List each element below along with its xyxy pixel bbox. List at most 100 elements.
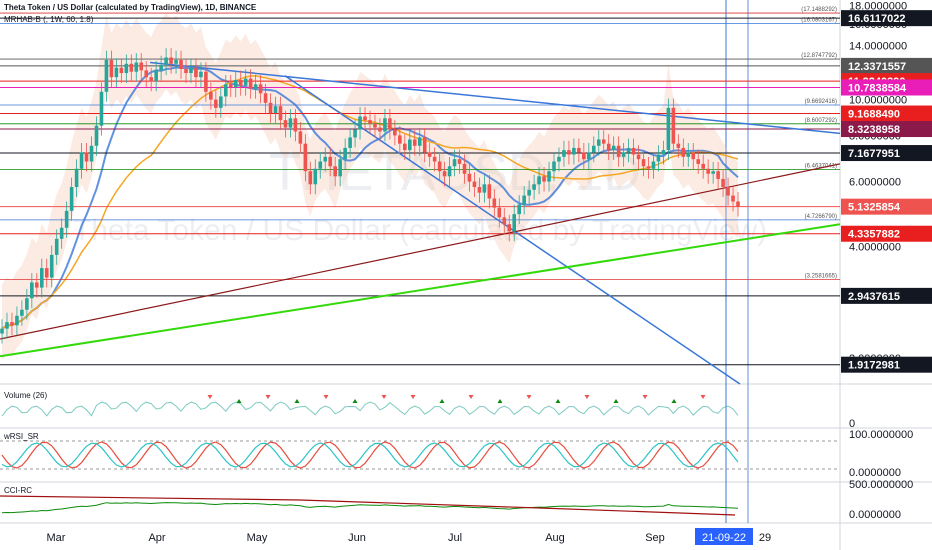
candle-body	[472, 181, 477, 188]
volume-signal-marker	[236, 399, 242, 403]
candle-body	[577, 147, 581, 153]
candle-body	[20, 309, 24, 316]
candle-body	[666, 107, 671, 151]
candle-body	[74, 168, 79, 188]
price-level-tag-text: 1.9172981	[848, 360, 900, 372]
candle-body	[204, 71, 208, 92]
candle-body	[388, 118, 392, 130]
candle-body	[517, 204, 521, 215]
candle-body	[462, 163, 467, 174]
candle-body	[223, 84, 228, 97]
candle-body	[422, 137, 427, 153]
wrsi-signal-line	[1, 442, 739, 468]
candle-body	[621, 152, 626, 157]
price-level-tag-text: 4.3357882	[848, 229, 900, 241]
candle-body	[139, 62, 144, 71]
candle-body	[432, 156, 437, 162]
candle-body	[144, 70, 149, 78]
candle-body	[646, 166, 651, 169]
crosshair-date-text: 21-09-22	[702, 532, 746, 544]
price-tick-label: 10.0000000	[849, 95, 907, 107]
candle-body	[35, 282, 39, 288]
candle-body	[5, 322, 9, 329]
candle-body	[0, 328, 4, 334]
price-level-tag	[841, 79, 932, 96]
price-level-tag	[841, 121, 932, 138]
candle-body	[373, 123, 377, 128]
candle-body	[338, 159, 342, 177]
candle-body	[417, 137, 422, 146]
candle-body	[189, 67, 193, 74]
candle-body	[30, 282, 34, 299]
price-level-tag-text: 7.1677951	[848, 148, 900, 160]
month-tick-label: Jun	[348, 532, 366, 544]
candle-body	[686, 152, 691, 157]
cci-slow-line	[0, 495, 736, 516]
candle-body	[477, 187, 482, 193]
ascending-support-green	[0, 223, 841, 358]
candle-body	[696, 159, 701, 164]
price-axis[interactable]: 18.000000016.000000014.000000012.0000000…	[841, 0, 932, 521]
candle-body	[253, 84, 258, 89]
price-level-tag	[841, 57, 932, 74]
candle-body	[154, 70, 158, 82]
candle-body	[701, 163, 705, 169]
candle-body	[308, 171, 313, 185]
candle-body	[482, 184, 487, 193]
candle-body	[447, 166, 452, 177]
candle-body	[626, 147, 631, 153]
volume-signal-marker	[265, 395, 271, 399]
price-tick-label: 14.0000000	[849, 41, 907, 53]
mrhab-cloud-band	[2, 12, 738, 361]
price-level-tag-text: 12.3371557	[848, 61, 906, 73]
candle-body	[442, 171, 447, 177]
price-tick-label: 4.0000000	[849, 242, 901, 254]
candle-body	[283, 120, 288, 128]
candle-body	[631, 147, 636, 155]
month-tick-label: Aug	[545, 532, 565, 544]
candle-body	[437, 161, 442, 172]
candle-body	[10, 322, 14, 326]
descending-trendline-upper	[149, 61, 841, 135]
volume-signal-marker	[439, 399, 445, 403]
wrsi-panel-label: wRSI_SR	[4, 432, 39, 441]
candle-body	[412, 139, 417, 146]
candle-body	[323, 156, 328, 162]
volume-signal-marker	[381, 395, 387, 399]
candle-body	[651, 161, 656, 169]
time-axis[interactable]: Mar Apr May Jun Jul Aug Sep 21-09-22 29	[47, 528, 772, 545]
candle-body	[238, 79, 243, 86]
candle-body	[641, 159, 646, 167]
candle-body	[611, 145, 616, 151]
month-tick-label: Mar	[47, 532, 66, 544]
price-level-tag	[841, 145, 932, 162]
candle-body	[288, 118, 293, 128]
volume-signal-marker	[323, 395, 329, 399]
candle-body	[547, 171, 551, 182]
candle-body	[278, 106, 283, 121]
candle-body	[512, 214, 517, 232]
price-level-tag-text: 9.1688490	[848, 109, 900, 121]
candle-body	[99, 91, 104, 126]
volume-panel-label: Volume (26)	[4, 391, 48, 400]
price-level-note: (17.1488292)	[801, 7, 837, 13]
candle-body	[681, 147, 686, 157]
cci-tick-label: 500.0000000	[849, 479, 913, 491]
candle-body	[303, 143, 308, 172]
price-level-tag-text: 16.6117022	[848, 13, 906, 25]
volume-signal-marker	[410, 395, 416, 399]
candle-body	[59, 227, 64, 239]
candle-body	[64, 210, 69, 228]
cci-fast-line	[1, 502, 739, 514]
candle-body	[656, 154, 661, 162]
candle-body	[487, 184, 492, 199]
volume-signal-marker	[468, 395, 474, 399]
price-level-note: (6.4637041)	[805, 164, 837, 170]
candle-body	[378, 127, 382, 132]
month-tick-label: Apr	[148, 532, 165, 544]
price-level-tag	[841, 225, 932, 242]
candle-body	[407, 139, 412, 151]
candle-body	[214, 99, 218, 108]
candle-body	[616, 145, 621, 157]
